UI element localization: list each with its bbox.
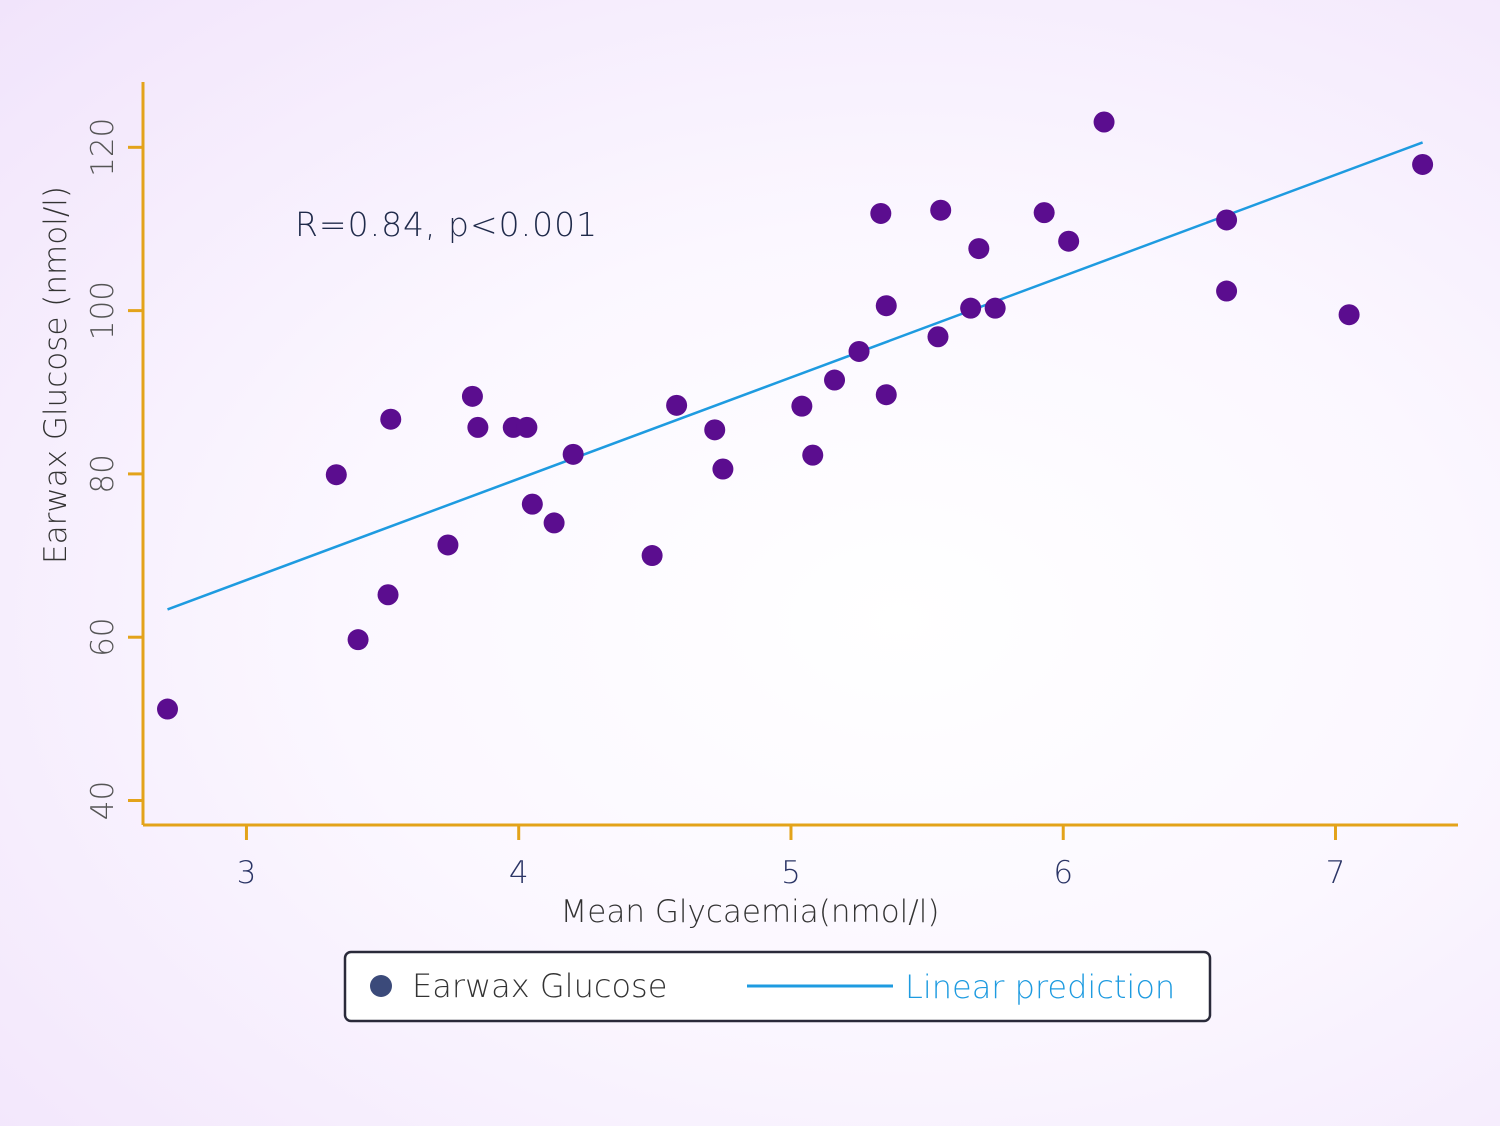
scatter-point: [802, 444, 824, 466]
y-axis-title: Earwax Glucose (nmol/l): [38, 186, 74, 564]
x-tick-label: 7: [1326, 855, 1346, 891]
scatter-point: [562, 443, 584, 465]
scatter-point: [848, 340, 870, 362]
scatter-point: [666, 394, 688, 416]
plot-marks: [157, 111, 1434, 720]
scatter-point: [1216, 209, 1238, 231]
scatter-point: [543, 512, 565, 534]
linear-prediction-line: [167, 141, 1424, 611]
y-tick-label: 60: [85, 617, 121, 656]
scatter-point: [157, 698, 179, 720]
scatter-point: [968, 238, 990, 260]
scatter-point: [1058, 230, 1080, 252]
scatter-point: [641, 545, 663, 567]
scatter-point: [461, 385, 483, 407]
scatter-point: [824, 369, 846, 391]
y-tick-label: 40: [85, 781, 121, 820]
scatter-point: [1412, 153, 1434, 175]
scatter-point: [516, 416, 538, 438]
scatter-point: [712, 458, 734, 480]
legend-scatter-marker: [370, 975, 392, 997]
y-tick-label: 120: [85, 118, 121, 177]
axes: [141, 82, 1458, 827]
x-tick-label: 5: [781, 855, 801, 891]
x-axis-title: Mean Glycaemia(nmol/l): [561, 894, 940, 930]
scatter-point: [347, 629, 369, 651]
scatter-point: [1338, 304, 1360, 326]
scatter-point: [437, 534, 459, 556]
scatter-point: [870, 202, 892, 224]
scatter-point: [984, 297, 1006, 319]
legend-line-label: Linear prediction: [905, 968, 1175, 1006]
scatter-point: [467, 416, 489, 438]
scatter-point: [1033, 202, 1055, 224]
scatter-point: [930, 199, 952, 221]
scatter-point: [704, 419, 726, 441]
y-tick-label: 100: [85, 281, 121, 340]
x-tick-label: 4: [509, 855, 529, 891]
scatter-point: [1216, 280, 1238, 302]
scatter-point: [521, 493, 543, 515]
scatter-point: [927, 326, 949, 348]
scatter-point: [325, 464, 347, 486]
y-tick-label: 80: [85, 454, 121, 493]
legend: Earwax Glucose Linear prediction: [343, 950, 1212, 1023]
x-tick-label: 3: [237, 855, 257, 891]
scatter-point: [380, 408, 402, 430]
scatter-point: [1093, 111, 1115, 133]
scatter-point: [791, 395, 813, 417]
x-tick-label: 6: [1053, 855, 1073, 891]
scatter-point: [875, 384, 897, 406]
scatter-point: [377, 584, 399, 606]
ticks: 3 4 5 6 7 40 60 80 100 120: [85, 118, 1345, 891]
scatter-point: [875, 295, 897, 317]
legend-scatter-label: Earwax Glucose: [412, 967, 667, 1005]
scatter-point: [960, 297, 982, 319]
stats-annotation: R=0.84, p<0.001: [295, 205, 598, 244]
